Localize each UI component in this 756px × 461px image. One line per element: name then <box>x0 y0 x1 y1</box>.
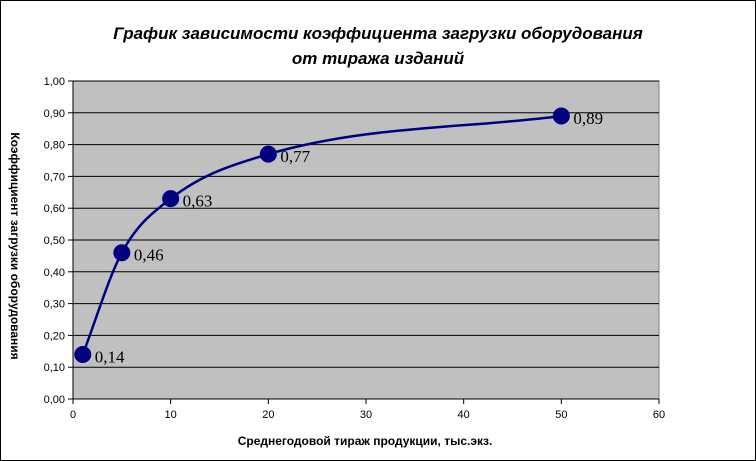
x-tick-label: 10 <box>165 409 177 421</box>
y-tick-label: 0,30 <box>44 299 65 311</box>
x-axis-label: Среднегодовой тираж продукции, тыс.экз. <box>238 434 493 448</box>
data-point <box>552 107 570 125</box>
y-tick-label: 0,60 <box>44 203 65 215</box>
data-point <box>162 190 180 208</box>
chart-title-line-2: от тиража изданий <box>292 49 465 68</box>
data-label: 0,89 <box>573 109 603 128</box>
data-point <box>259 145 277 163</box>
data-label: 0,77 <box>280 147 310 166</box>
y-tick-labels: 0,00 0,10 0,20 0,30 0,40 0,50 0,60 0,70 0,80 0,90… <box>44 76 65 406</box>
data-label: 0,46 <box>134 246 164 265</box>
data-point <box>74 345 92 363</box>
y-tick-label: 0,80 <box>44 140 65 152</box>
x-tick-label: 0 <box>70 409 76 421</box>
series: 0,14 0,46 0,63 0,77 0,89 <box>74 107 603 366</box>
chart-title-line-1: График зависимости коэффициента загрузки… <box>113 24 643 43</box>
y-tick-label: 0,40 <box>44 267 65 279</box>
x-tick-label: 20 <box>262 409 274 421</box>
x-tick-label: 30 <box>360 409 372 421</box>
y-axis-label: Коэффициент загрузки оборудования <box>8 132 22 359</box>
y-tick-label: 0,70 <box>44 171 65 183</box>
x-tick-label: 40 <box>458 409 470 421</box>
axes <box>68 80 660 404</box>
y-tick-label: 0,00 <box>44 394 65 406</box>
data-label: 0,14 <box>95 347 125 366</box>
y-tick-label: 0,90 <box>44 108 65 120</box>
x-tick-label: 50 <box>555 409 567 421</box>
series-line <box>81 114 562 355</box>
y-tick-label: 0,50 <box>44 235 65 247</box>
data-point <box>113 244 131 262</box>
y-tick-label: 0,20 <box>44 330 65 342</box>
data-label: 0,63 <box>183 192 213 211</box>
y-tick-label: 1,00 <box>44 76 65 88</box>
y-tick-label: 0,10 <box>44 362 65 374</box>
x-tick-labels: 0 10 20 30 40 50 60 <box>70 409 665 421</box>
x-tick-label: 60 <box>653 409 665 421</box>
